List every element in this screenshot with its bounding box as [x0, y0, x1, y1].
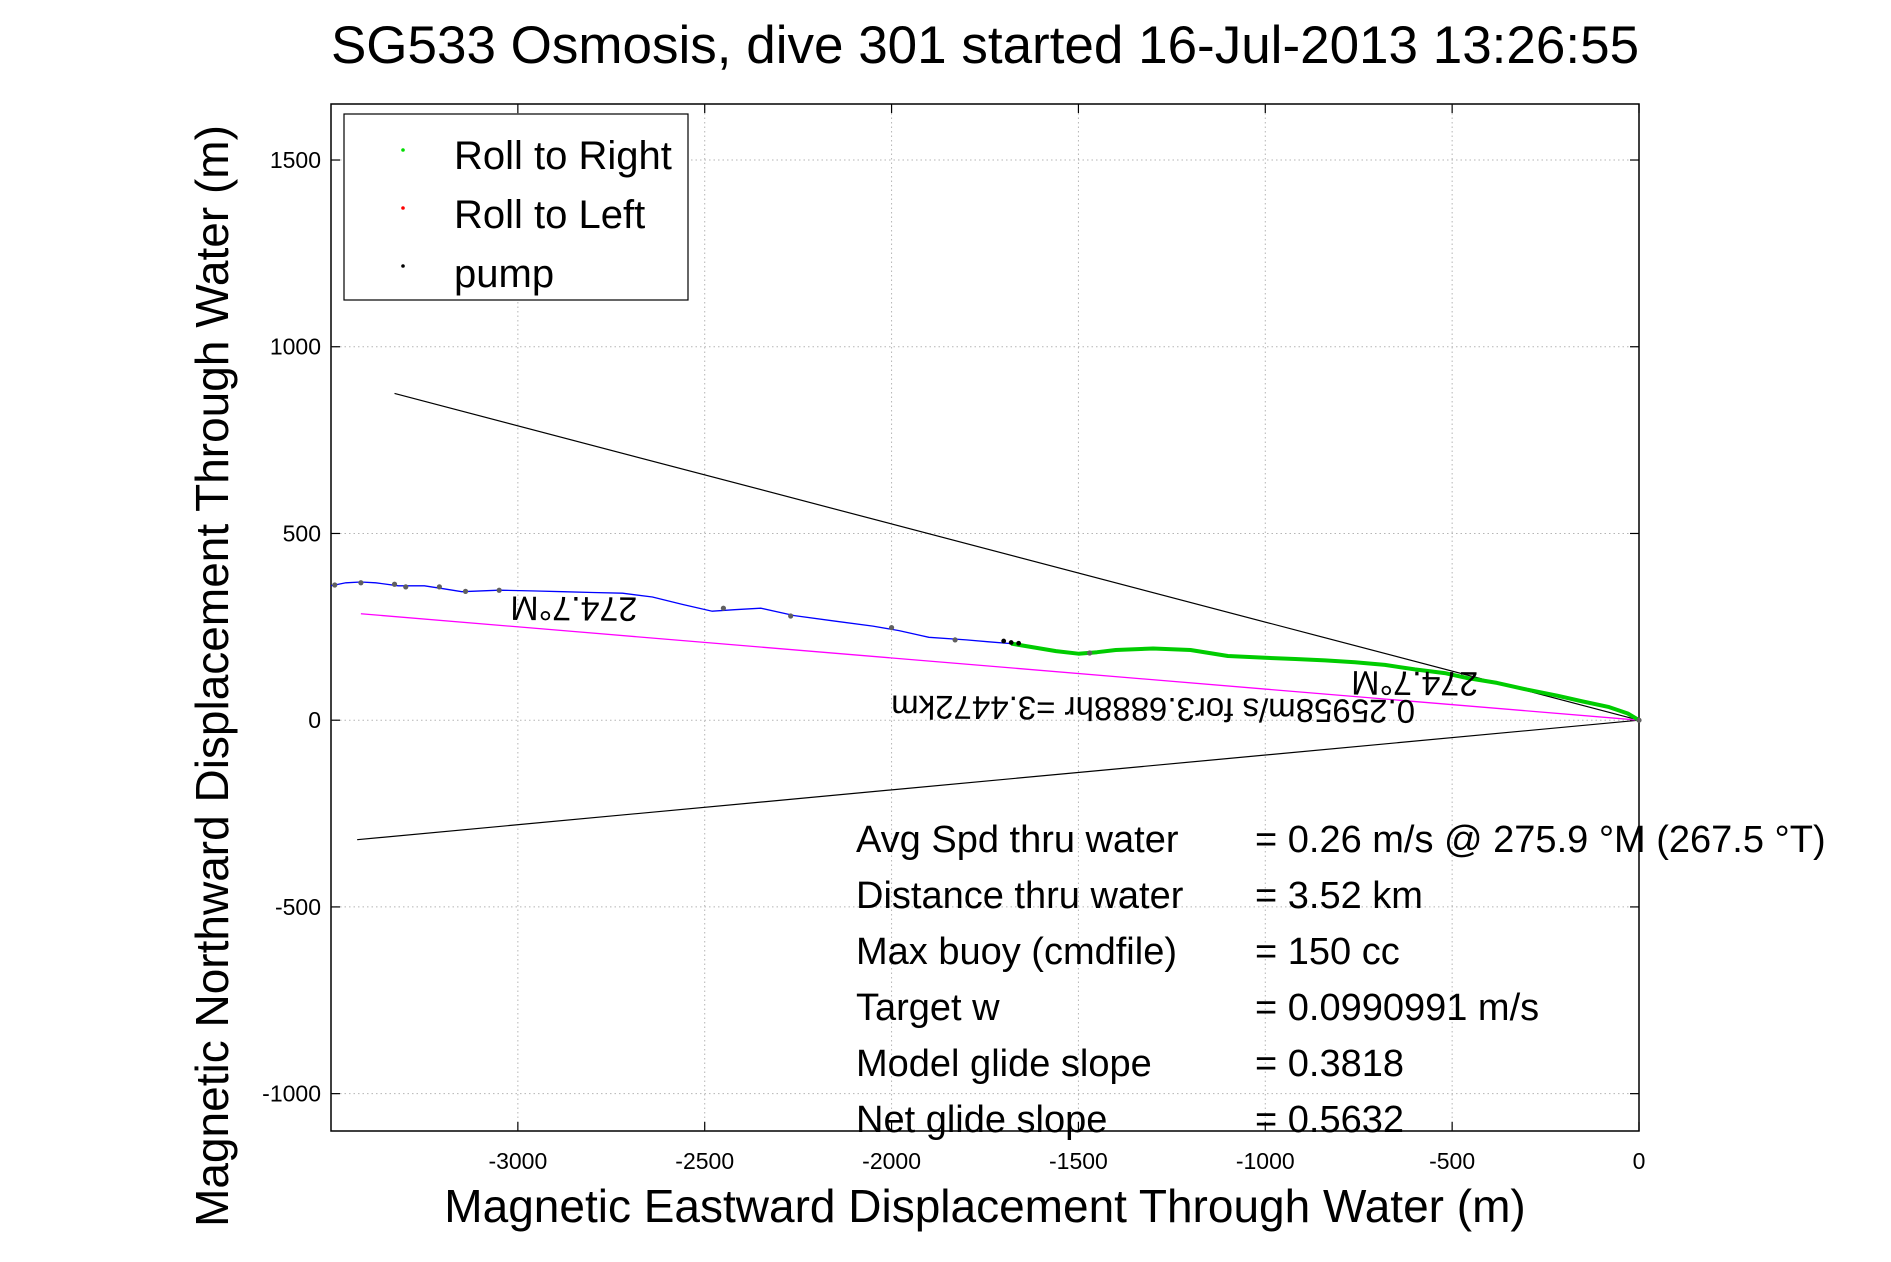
stats-block: Avg Spd thru water = 0.26 m/s @ 275.9 °M … [856, 819, 1826, 1141]
track-marker [720, 605, 727, 611]
track-marker [952, 637, 958, 643]
heading-annotation: 274.7°M [1351, 663, 1478, 702]
stat-value: = 150 cc [1255, 931, 1400, 973]
y-tick-label: -1000 [262, 1081, 321, 1107]
track-marker [403, 584, 409, 590]
x-tick-label: -2500 [675, 1148, 734, 1174]
stat-label: Model glide slope [856, 1043, 1152, 1085]
stat-label: Target w [856, 987, 1000, 1029]
x-tick-label: -2000 [862, 1148, 921, 1174]
track-marker [496, 587, 502, 593]
legend: Roll to Right Roll to Left pump [343, 113, 689, 301]
x-tick-label: -1500 [1049, 1148, 1108, 1174]
x-tick-label: 0 [1633, 1148, 1646, 1174]
legend-marker-roll-left [401, 206, 405, 210]
y-tick-label: 1000 [270, 334, 321, 360]
axis-ticks: -3000 -2500 -2000 -1500 -1000 -500 0 -1000 -500 0… [262, 104, 1645, 1174]
stat-value: = 0.0990991 m/s [1255, 987, 1539, 1029]
pump-point [1016, 640, 1022, 646]
chart-title: SG533 Osmosis, dive 301 started 16-Jul-2… [331, 16, 1639, 75]
roll-right-segment [1010, 641, 1641, 722]
stat-label: Max buoy (cmdfile) [856, 931, 1177, 973]
track-marker [1087, 650, 1093, 656]
legend-label-roll-right: Roll to Right [454, 134, 672, 178]
stat-value: = 0.5632 [1255, 1099, 1404, 1141]
series-group [330, 392, 1642, 841]
legend-marker-pump [401, 264, 405, 268]
legend-label-pump: pump [454, 252, 554, 296]
stat-value: = 0.26 m/s @ 275.9 °M (267.5 °T) [1255, 819, 1826, 861]
track-marker [888, 624, 895, 631]
pump-point [1008, 640, 1014, 645]
track-marker [436, 584, 442, 590]
heading-annotation: 274.7°M [510, 588, 637, 627]
x-axis-label: Magnetic Eastward Displacement Through W… [444, 1180, 1525, 1232]
track-marker [1636, 717, 1642, 723]
track-marker [358, 580, 364, 586]
x-tick-label: -500 [1429, 1148, 1475, 1174]
y-axis-label: Magnetic Northward Displacement Through … [186, 125, 238, 1227]
legend-marker-roll-right [401, 148, 405, 152]
track-marker [462, 588, 469, 594]
stat-value: = 0.3818 [1255, 1043, 1404, 1085]
legend-box [343, 113, 689, 301]
stat-label: Net glide slope [856, 1099, 1107, 1141]
pump-point [1001, 638, 1007, 644]
heading-annotation: 0.25958m/s for3.6888hr =3.4472km [891, 689, 1415, 731]
y-tick-label: -500 [275, 894, 321, 920]
stat-value: = 3.52 km [1255, 875, 1423, 917]
heading-cone-line [357, 719, 1640, 841]
grid-lines [331, 104, 1639, 1131]
track-marker [391, 581, 398, 587]
track-marker [788, 613, 794, 619]
stat-label: Distance thru water [856, 875, 1184, 917]
legend-label-roll-left: Roll to Left [454, 193, 645, 237]
x-tick-label: -1000 [1236, 1148, 1295, 1174]
y-tick-label: 1500 [270, 147, 321, 173]
net-displacement-line [360, 613, 1640, 721]
x-tick-label: -3000 [488, 1148, 547, 1174]
heading-cone-line [394, 392, 1640, 721]
stat-label: Avg Spd thru water [856, 819, 1179, 861]
y-tick-label: 500 [283, 520, 321, 546]
plot-area [330, 103, 1640, 1132]
y-tick-label: 0 [308, 707, 321, 733]
track-marker [332, 582, 338, 588]
